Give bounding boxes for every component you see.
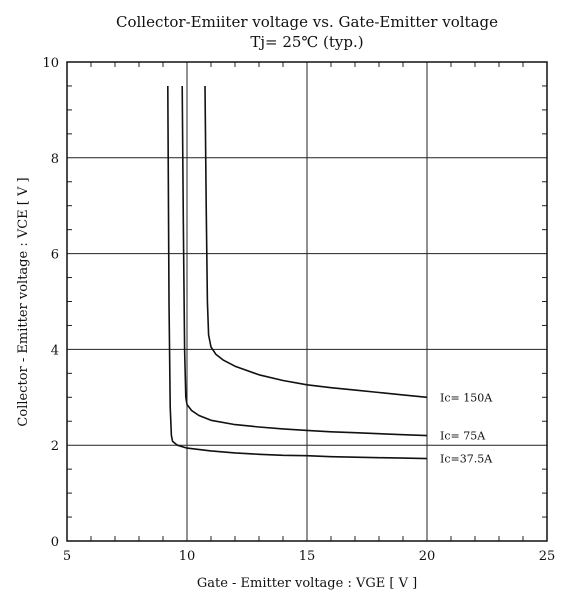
y-tick-label-0: 0 [51,535,59,550]
y-tick-label-8: 8 [51,152,59,167]
series-group [167,85,428,460]
series-line-0 [204,85,428,399]
axes [66,61,548,542]
x-tick-label-5: 5 [63,549,71,564]
y-tick-label-4: 4 [51,343,59,358]
x-tick-label-15: 15 [299,549,316,564]
y-axis-label: Collector - Emitter voltage : VCE [ V ] [16,177,31,426]
series-label-0: Ic= 150A [440,391,493,404]
x-axis-label: Gate - Emitter voltage : VGE [ V ] [197,576,417,591]
plot-frame [66,61,548,542]
series-label-2: Ic=37.5A [440,453,493,466]
tick-labels: 5 10 15 20 25 0 2 4 6 8 10 [42,56,555,564]
x-tick-label-25: 25 [539,549,556,564]
series-labels: Ic= 150A Ic= 75A Ic=37.5A [440,391,493,465]
grid-lines [67,62,547,541]
series-line-2 [167,85,428,460]
series-label-1: Ic= 75A [440,430,486,443]
y-tick-label-6: 6 [51,248,59,263]
chart-title: Collector-Emiiter voltage vs. Gate-Emitt… [116,13,498,31]
series-line-1 [181,85,428,437]
y-tick-label-2: 2 [51,439,59,454]
chart-subtitle: Tj= 25℃ (typ.) [250,33,363,51]
x-tick-label-20: 20 [419,549,436,564]
x-tick-label-10: 10 [179,549,196,564]
y-tick-label-10: 10 [42,56,59,71]
